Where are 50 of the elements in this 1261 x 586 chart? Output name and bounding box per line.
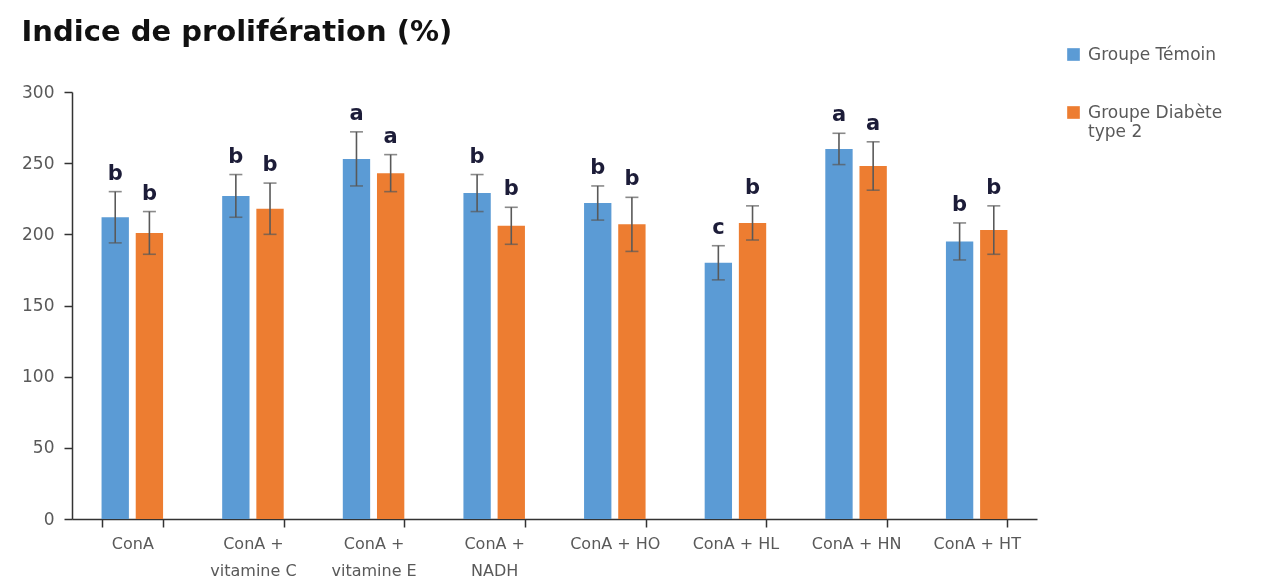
- y-tick-label: 0: [43, 508, 55, 529]
- chart-title: Indice de prolifération (%): [21, 14, 453, 48]
- y-tick-label: 300: [22, 81, 55, 102]
- y-tick-label: 50: [32, 437, 55, 458]
- data-label: a: [831, 102, 847, 127]
- data-label: b: [107, 160, 123, 185]
- bar: [704, 262, 733, 519]
- data-label: b: [590, 154, 606, 179]
- data-label: b: [141, 180, 157, 205]
- x-tick-label: ConA + HO: [570, 533, 661, 553]
- y-tick-label: 150: [22, 295, 55, 315]
- data-label: a: [349, 100, 364, 125]
- x-tick-label: ConA + NADH: [464, 533, 525, 580]
- bar: [945, 241, 974, 519]
- x-tick-label: ConA + vitamine E: [331, 533, 417, 580]
- bar: [463, 193, 491, 519]
- legend-label: Groupe Témoin: [1088, 43, 1217, 64]
- y-tick-label: 100: [22, 366, 55, 387]
- data-label: a: [866, 110, 881, 135]
- data-label: b: [745, 174, 761, 199]
- x-tick-label: ConA + HT: [933, 533, 1022, 553]
- data-label: b: [469, 143, 485, 168]
- bar: [825, 148, 853, 519]
- bar: [342, 158, 371, 519]
- legend-label: Groupe Diabète type 2: [1088, 101, 1223, 141]
- data-label: a: [383, 123, 398, 148]
- x-tick-label: ConA + HN: [811, 533, 902, 553]
- bar: [135, 232, 164, 519]
- data-label: b: [952, 191, 968, 216]
- data-label: b: [262, 152, 278, 177]
- bar: [738, 222, 767, 519]
- bar: [376, 173, 405, 519]
- data-label: c: [712, 214, 725, 239]
- bar: [859, 166, 887, 519]
- bar: [256, 208, 284, 519]
- y-tick-label: 250: [22, 152, 55, 173]
- bar: [584, 203, 612, 519]
- x-tick-label: ConA + vitamine C: [210, 533, 297, 580]
- bar: [222, 195, 250, 519]
- bar: [497, 225, 525, 519]
- data-label: b: [624, 166, 640, 191]
- bar: [101, 217, 129, 519]
- data-label: b: [986, 174, 1002, 199]
- data-label: b: [228, 143, 244, 168]
- data-label: b: [503, 176, 519, 201]
- x-tick-label: ConA: [111, 533, 154, 553]
- bar: [618, 224, 646, 519]
- x-tick-label: ConA + HL: [692, 533, 780, 553]
- bar: [980, 230, 1008, 519]
- y-tick-label: 200: [22, 223, 55, 244]
